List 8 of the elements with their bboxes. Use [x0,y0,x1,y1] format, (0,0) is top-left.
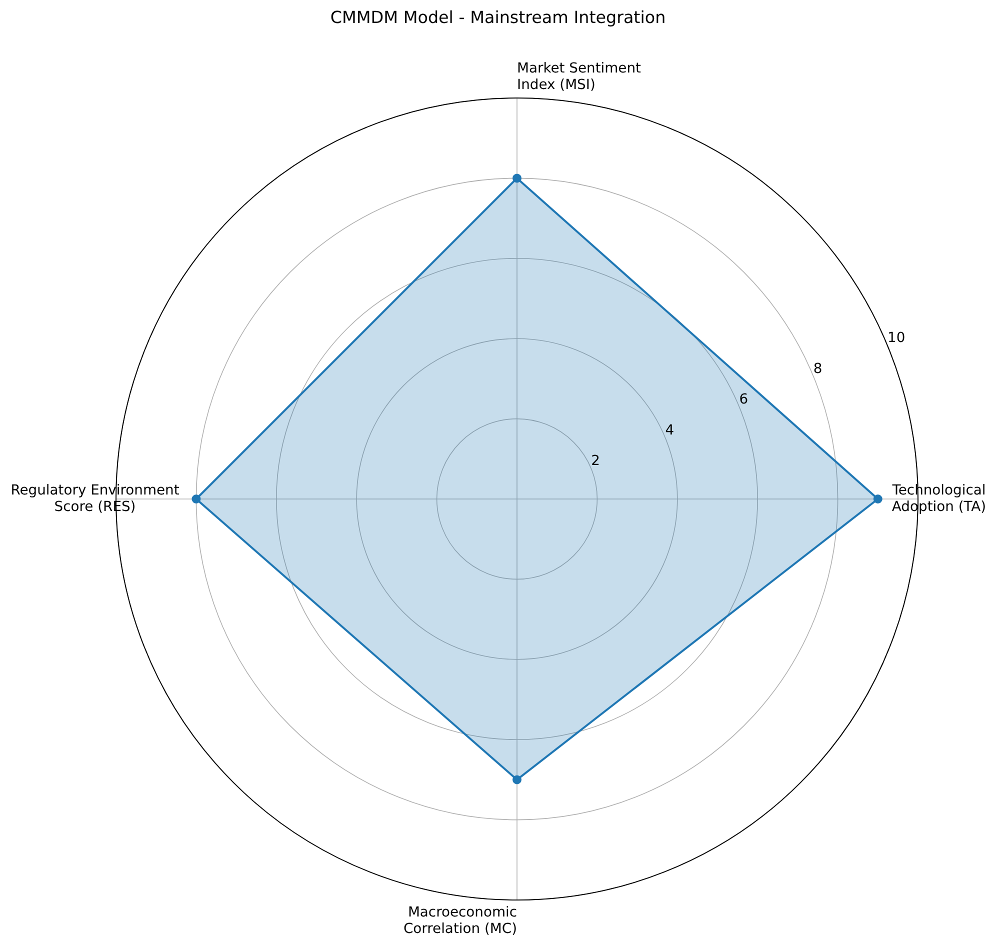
y-tick-label: 4 [665,422,674,438]
spoke-label: Market Sentiment Index (MSI) [517,60,642,93]
chart-title: CMMDM Model - Mainstream Integration [329,7,667,27]
y-tick-label: 6 [739,392,748,408]
y-tick-label: 2 [591,452,600,469]
y-tick-label: 8 [813,360,822,377]
spoke-label: Macroeconomic Correlation (MC) [403,904,517,937]
y-tick-label: 10 [887,330,906,346]
